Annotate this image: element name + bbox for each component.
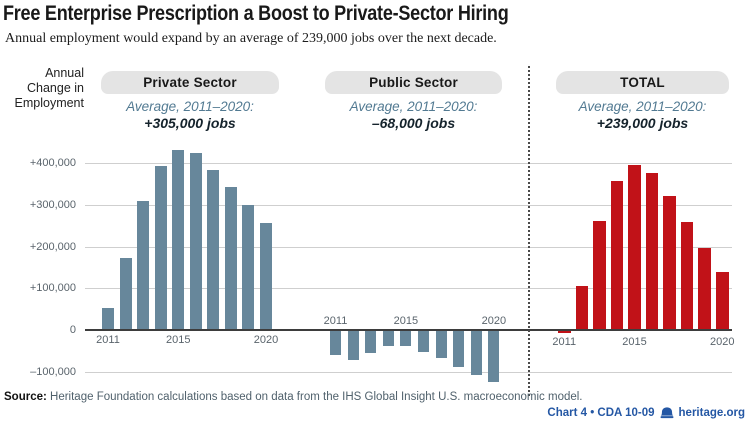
bar-public-sector-2016 (418, 331, 429, 352)
gridline (85, 163, 732, 165)
y-axis-title: Annual Change in Employment (0, 66, 84, 111)
panel-divider-dotted-line (528, 66, 530, 396)
panel-header-public-sector: Public Sector (325, 71, 502, 94)
bar-public-sector-2011 (330, 331, 341, 355)
source-text: Heritage Foundation calculations based o… (50, 391, 583, 403)
bar-private-sector-2013 (137, 200, 150, 329)
bar-private-sector-2011 (102, 308, 114, 329)
x-tick-label: 2011 (96, 334, 120, 346)
panel-header-total: TOTAL (556, 71, 729, 94)
bar-total-2015 (628, 165, 641, 329)
page-title: Free Enterprise Prescription a Boost to … (3, 1, 509, 25)
y-tick-label: +400,000 (29, 157, 76, 170)
bar-public-sector-2017 (435, 331, 447, 358)
panel-header-label: Private Sector (143, 75, 237, 90)
y-tick-label: +100,000 (29, 282, 76, 295)
gridline (85, 371, 732, 373)
y-axis-title-line: Change in (27, 81, 84, 95)
average-value-label: +305,000 jobs (144, 115, 236, 131)
source-label: Source: (4, 391, 47, 403)
x-tick-label: 2020 (481, 315, 507, 327)
x-tick-label: 2020 (710, 336, 735, 348)
bar-private-sector-2018 (224, 187, 237, 329)
y-tick-label: +300,000 (29, 198, 76, 211)
bar-private-sector-2014 (154, 165, 167, 329)
average-period-label: Average, 2011–2020: (126, 99, 254, 114)
bar-public-sector-2018 (453, 331, 465, 367)
y-tick-label: +200,000 (29, 240, 76, 253)
average-value-label: +239,000 jobs (596, 115, 689, 131)
x-tick-label: 2020 (253, 334, 279, 346)
bar-private-sector-2012 (119, 258, 132, 329)
panel-header-label: Public Sector (369, 75, 458, 90)
page-subtitle: Annual employment would expand by an ave… (5, 31, 497, 46)
y-tick-label: –100,000 (30, 365, 76, 378)
bar-public-sector-2019 (470, 331, 482, 376)
panel-header-private-sector: Private Sector (101, 71, 279, 94)
x-tick-label: 2011 (552, 336, 577, 348)
bar-total-2013 (593, 221, 606, 329)
x-tick-label: 2015 (165, 334, 191, 346)
y-tick-label: 0 (69, 324, 76, 336)
average-period-label: Average, 2011–2020: (578, 99, 707, 114)
chart-credit: Chart 4 • CDA 10-09 heritage.org (547, 406, 745, 419)
bar-total-2012 (575, 286, 589, 329)
y-axis-title-line: Employment (14, 96, 84, 110)
heritage-bell-icon (660, 407, 674, 419)
bar-private-sector-2015 (172, 149, 185, 329)
bar-total-2017 (663, 195, 676, 329)
y-axis-title-line: Annual (45, 66, 84, 80)
x-tick-label: 2015 (622, 336, 647, 348)
average-annotation-total: Average, 2011–2020: +239,000 jobs (546, 98, 739, 132)
bar-public-sector-2013 (365, 331, 377, 353)
source-note: Source: Heritage Foundation calculations… (4, 391, 583, 403)
gridline (85, 204, 732, 206)
gridline (85, 246, 732, 248)
bar-total-2019 (698, 248, 711, 329)
average-annotation-private: Average, 2011–2020: +305,000 jobs (91, 98, 289, 132)
zero-axis-line (85, 329, 732, 331)
average-annotation-public: Average, 2011–2020: –68,000 jobs (315, 98, 512, 132)
x-tick-label: 2011 (323, 315, 348, 327)
bar-private-sector-2019 (242, 205, 255, 329)
bar-private-sector-2017 (207, 169, 220, 329)
bar-public-sector-2020 (488, 331, 500, 383)
heritage-org-link[interactable]: heritage.org (678, 406, 745, 419)
bar-public-sector-2012 (347, 331, 359, 361)
bar-private-sector-2016 (189, 153, 202, 329)
bar-total-2020 (716, 272, 729, 329)
x-tick-label: 2015 (393, 315, 419, 327)
average-value-label: –68,000 jobs (371, 115, 456, 131)
gridline (85, 288, 732, 290)
chart-number-label: Chart 4 • CDA 10-09 (547, 406, 655, 419)
bar-total-2016 (645, 173, 659, 329)
panel-header-label: TOTAL (620, 75, 665, 90)
bar-private-sector-2020 (260, 222, 273, 329)
bar-total-2018 (680, 222, 694, 329)
bar-total-2011 (558, 331, 571, 334)
bar-public-sector-2015 (400, 331, 412, 346)
bar-total-2014 (610, 180, 624, 329)
average-period-label: Average, 2011–2020: (349, 99, 478, 114)
bar-public-sector-2014 (382, 331, 394, 346)
